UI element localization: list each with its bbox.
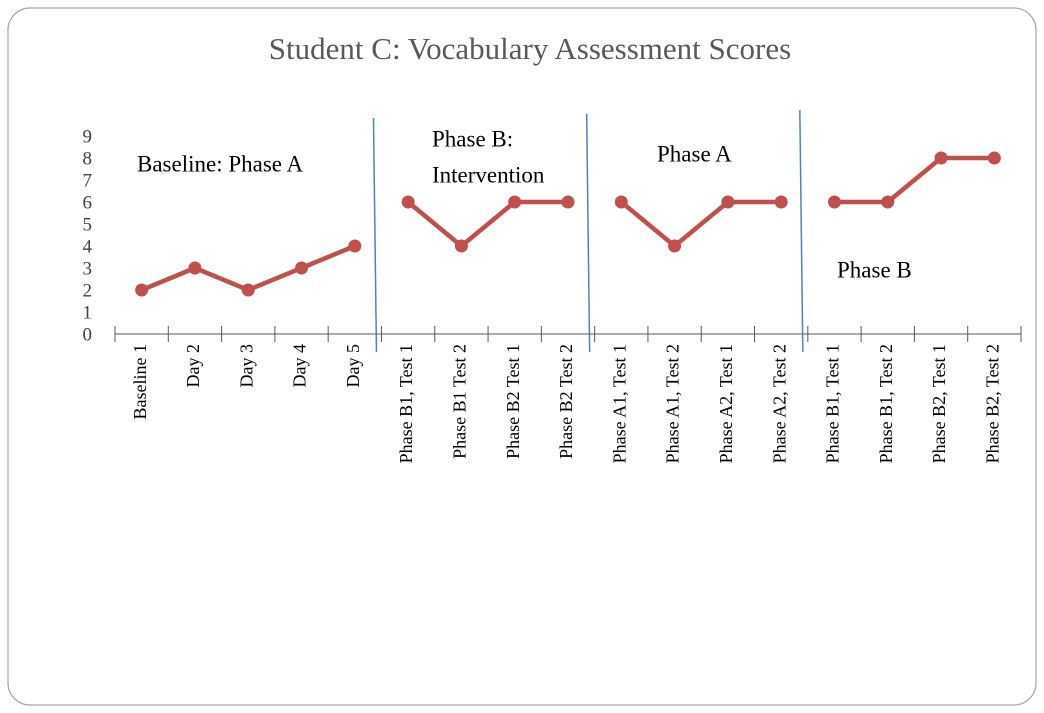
x-tick-label: Phase B1, Test 1 [823,344,843,463]
data-point [827,195,841,209]
data-point [508,195,522,209]
data-point [401,195,415,209]
x-tick-label: Phase A1, Test 2 [663,344,683,463]
x-tick-label: Day 3 [236,344,256,388]
data-point [561,195,575,209]
data-point [987,151,1001,165]
y-tick-label: 5 [83,214,93,235]
frame [7,7,1037,706]
y-tick-label: 3 [83,258,93,279]
data-point [454,239,468,253]
x-tick-label: Phase B1, Test 1 [396,344,416,463]
data-point [721,195,735,209]
data-point [188,261,202,275]
annotation: Intervention [432,162,545,187]
x-tick-label: Baseline 1 [130,344,150,419]
x-tick-label: Phase B1 Test 2 [450,344,470,459]
data-point [881,195,895,209]
y-tick-label: 6 [83,192,93,213]
x-tick-label: Phase B2, Test 2 [982,344,1002,463]
series-line [834,155,995,205]
phase-line [585,113,591,353]
y-tick-label: 8 [83,148,93,169]
data-point [135,283,149,297]
x-tick-label: Phase B2 Test 2 [556,344,576,459]
x-tick-label: Phase A2, Test 1 [716,344,736,463]
data-point [774,195,788,209]
chart-title: Student C: Vocabulary Assessment Scores [269,31,791,66]
x-tick-label: Day 5 [343,344,363,388]
x-tick-label: Phase A2, Test 2 [769,344,789,463]
x-tick-label: Phase B1, Test 2 [876,344,896,463]
data-point [295,261,309,275]
annotation: Phase B: [432,126,513,151]
x-tick-label: Phase A1, Test 1 [609,344,629,463]
data-point [348,239,362,253]
data-point [241,283,255,297]
series-line [619,199,782,249]
data-point [668,239,682,253]
annotation: Baseline: Phase A [137,151,303,176]
y-tick-label: 4 [83,236,93,257]
y-tick-label: 9 [83,126,93,147]
x-tick-label: Day 4 [290,344,310,388]
phase-line [799,109,804,353]
x-tick-label: Phase B2 Test 1 [503,344,523,459]
annotation: Phase A [657,141,732,166]
data-point [934,151,948,165]
data-point [614,195,628,209]
series-line [406,199,568,249]
y-tick-label: 0 [83,324,93,345]
phase-line [372,117,378,353]
y-tick-label: 7 [83,170,93,191]
y-tick-label: 2 [83,280,93,301]
x-tick-label: Phase B2, Test 1 [929,344,949,463]
x-tick-label: Day 2 [183,344,203,388]
y-tick-label: 1 [83,302,93,323]
annotation: Phase B [837,257,912,282]
